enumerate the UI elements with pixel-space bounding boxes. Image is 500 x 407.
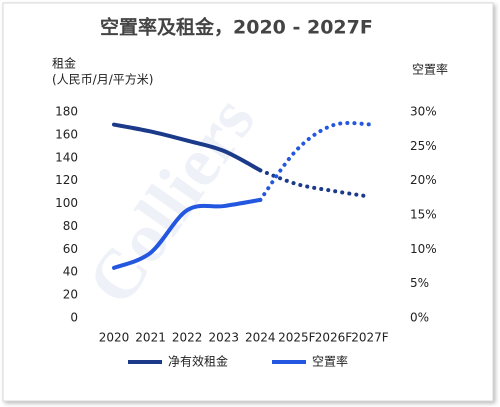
y-tick-label: 0	[70, 311, 78, 325]
series-line	[112, 122, 263, 173]
x-tick-label: 2026F	[315, 331, 353, 345]
y2-tick-label: 30%	[410, 105, 437, 119]
y-tick-label: 20	[63, 288, 78, 302]
x-tick-label: 2020	[99, 331, 130, 345]
y-tick-label: 120	[55, 173, 78, 187]
chart-title: 空置率及租金，2020 - 2027F	[100, 16, 373, 39]
x-tick-label: 2025F	[278, 331, 316, 345]
x-tick-label: 2023	[208, 331, 239, 345]
y-axis-label: 租金	[52, 56, 76, 71]
legend-label: 净有效租金	[168, 354, 228, 369]
x-tick-label: 2021	[135, 331, 166, 345]
y2-axis-label: 空置率	[412, 62, 448, 77]
y-tick-label: 40	[63, 265, 78, 279]
legend-label: 空置率	[312, 354, 348, 369]
y-tick-label: 160	[55, 127, 78, 141]
series-line	[258, 168, 372, 199]
x-tick-label: 2022	[172, 331, 203, 345]
y2-tick-label: 20%	[410, 173, 437, 187]
y2-tick-label: 15%	[410, 208, 437, 222]
x-tick-label: 2024	[245, 331, 276, 345]
y2-tick-label: 5%	[410, 276, 429, 290]
x-tick-label: 2027F	[351, 331, 389, 345]
y-tick-label: 140	[55, 150, 78, 164]
y-tick-label: 100	[55, 196, 78, 210]
y2-tick-label: 0%	[410, 311, 429, 325]
y-tick-label: 80	[63, 219, 78, 233]
y-tick-label: 180	[55, 105, 78, 119]
y-tick-label: 60	[63, 242, 78, 256]
series-line	[258, 120, 372, 202]
y2-tick-label: 10%	[410, 242, 437, 256]
y-axis-label: (人民币/月/平方米)	[52, 72, 153, 87]
series-line	[112, 197, 263, 270]
y2-tick-label: 25%	[410, 139, 437, 153]
